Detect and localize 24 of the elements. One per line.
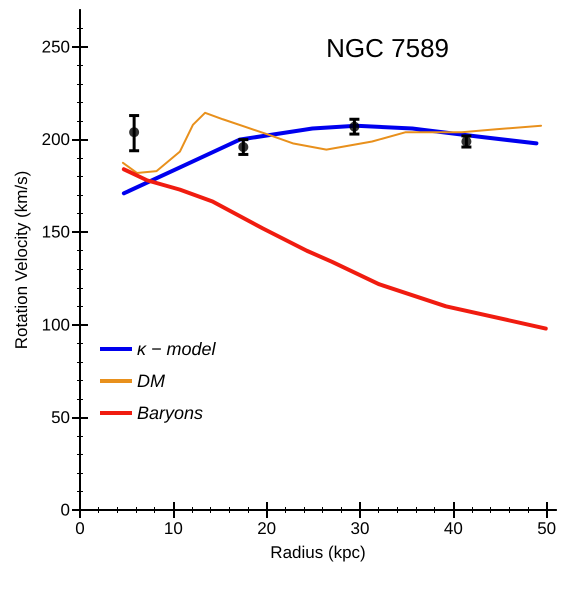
line-series [122,167,548,331]
point [129,127,140,138]
x-tick-label: 0 [75,519,85,538]
point [238,142,248,152]
line-series [122,112,542,174]
y-tick-label: 200 [42,130,70,150]
x-axis-title: Radius (kpc) [270,543,366,562]
legend-label: DM [137,371,165,391]
text: NGC 7589 [326,33,450,63]
y-tick-label: 0 [60,500,70,520]
point [461,136,472,146]
x-tick-label: 30 [350,519,370,538]
x-tick-label: 50 [537,519,556,538]
y-tick-label: 250 [42,38,70,57]
y-tick-label: 100 [42,315,70,334]
x-tick-label: 20 [257,519,276,538]
legend-label: κ − model [137,339,217,359]
x-tick-label: 40 [444,519,463,538]
legend-label: Baryons [137,403,204,423]
y-tick-label: 150 [42,222,70,242]
y-axis-title: Rotation Velocity (km/s) [12,170,31,350]
point [349,122,360,132]
x-tick-label: 10 [164,519,183,538]
y-tick-label: 50 [51,408,70,427]
